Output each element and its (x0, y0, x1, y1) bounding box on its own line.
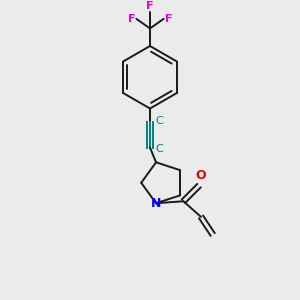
Text: F: F (165, 14, 172, 24)
Text: C: C (155, 144, 163, 154)
Text: F: F (128, 14, 135, 24)
Text: F: F (146, 1, 154, 11)
Text: O: O (196, 169, 206, 182)
Text: C: C (155, 116, 163, 126)
Text: N: N (151, 197, 161, 210)
